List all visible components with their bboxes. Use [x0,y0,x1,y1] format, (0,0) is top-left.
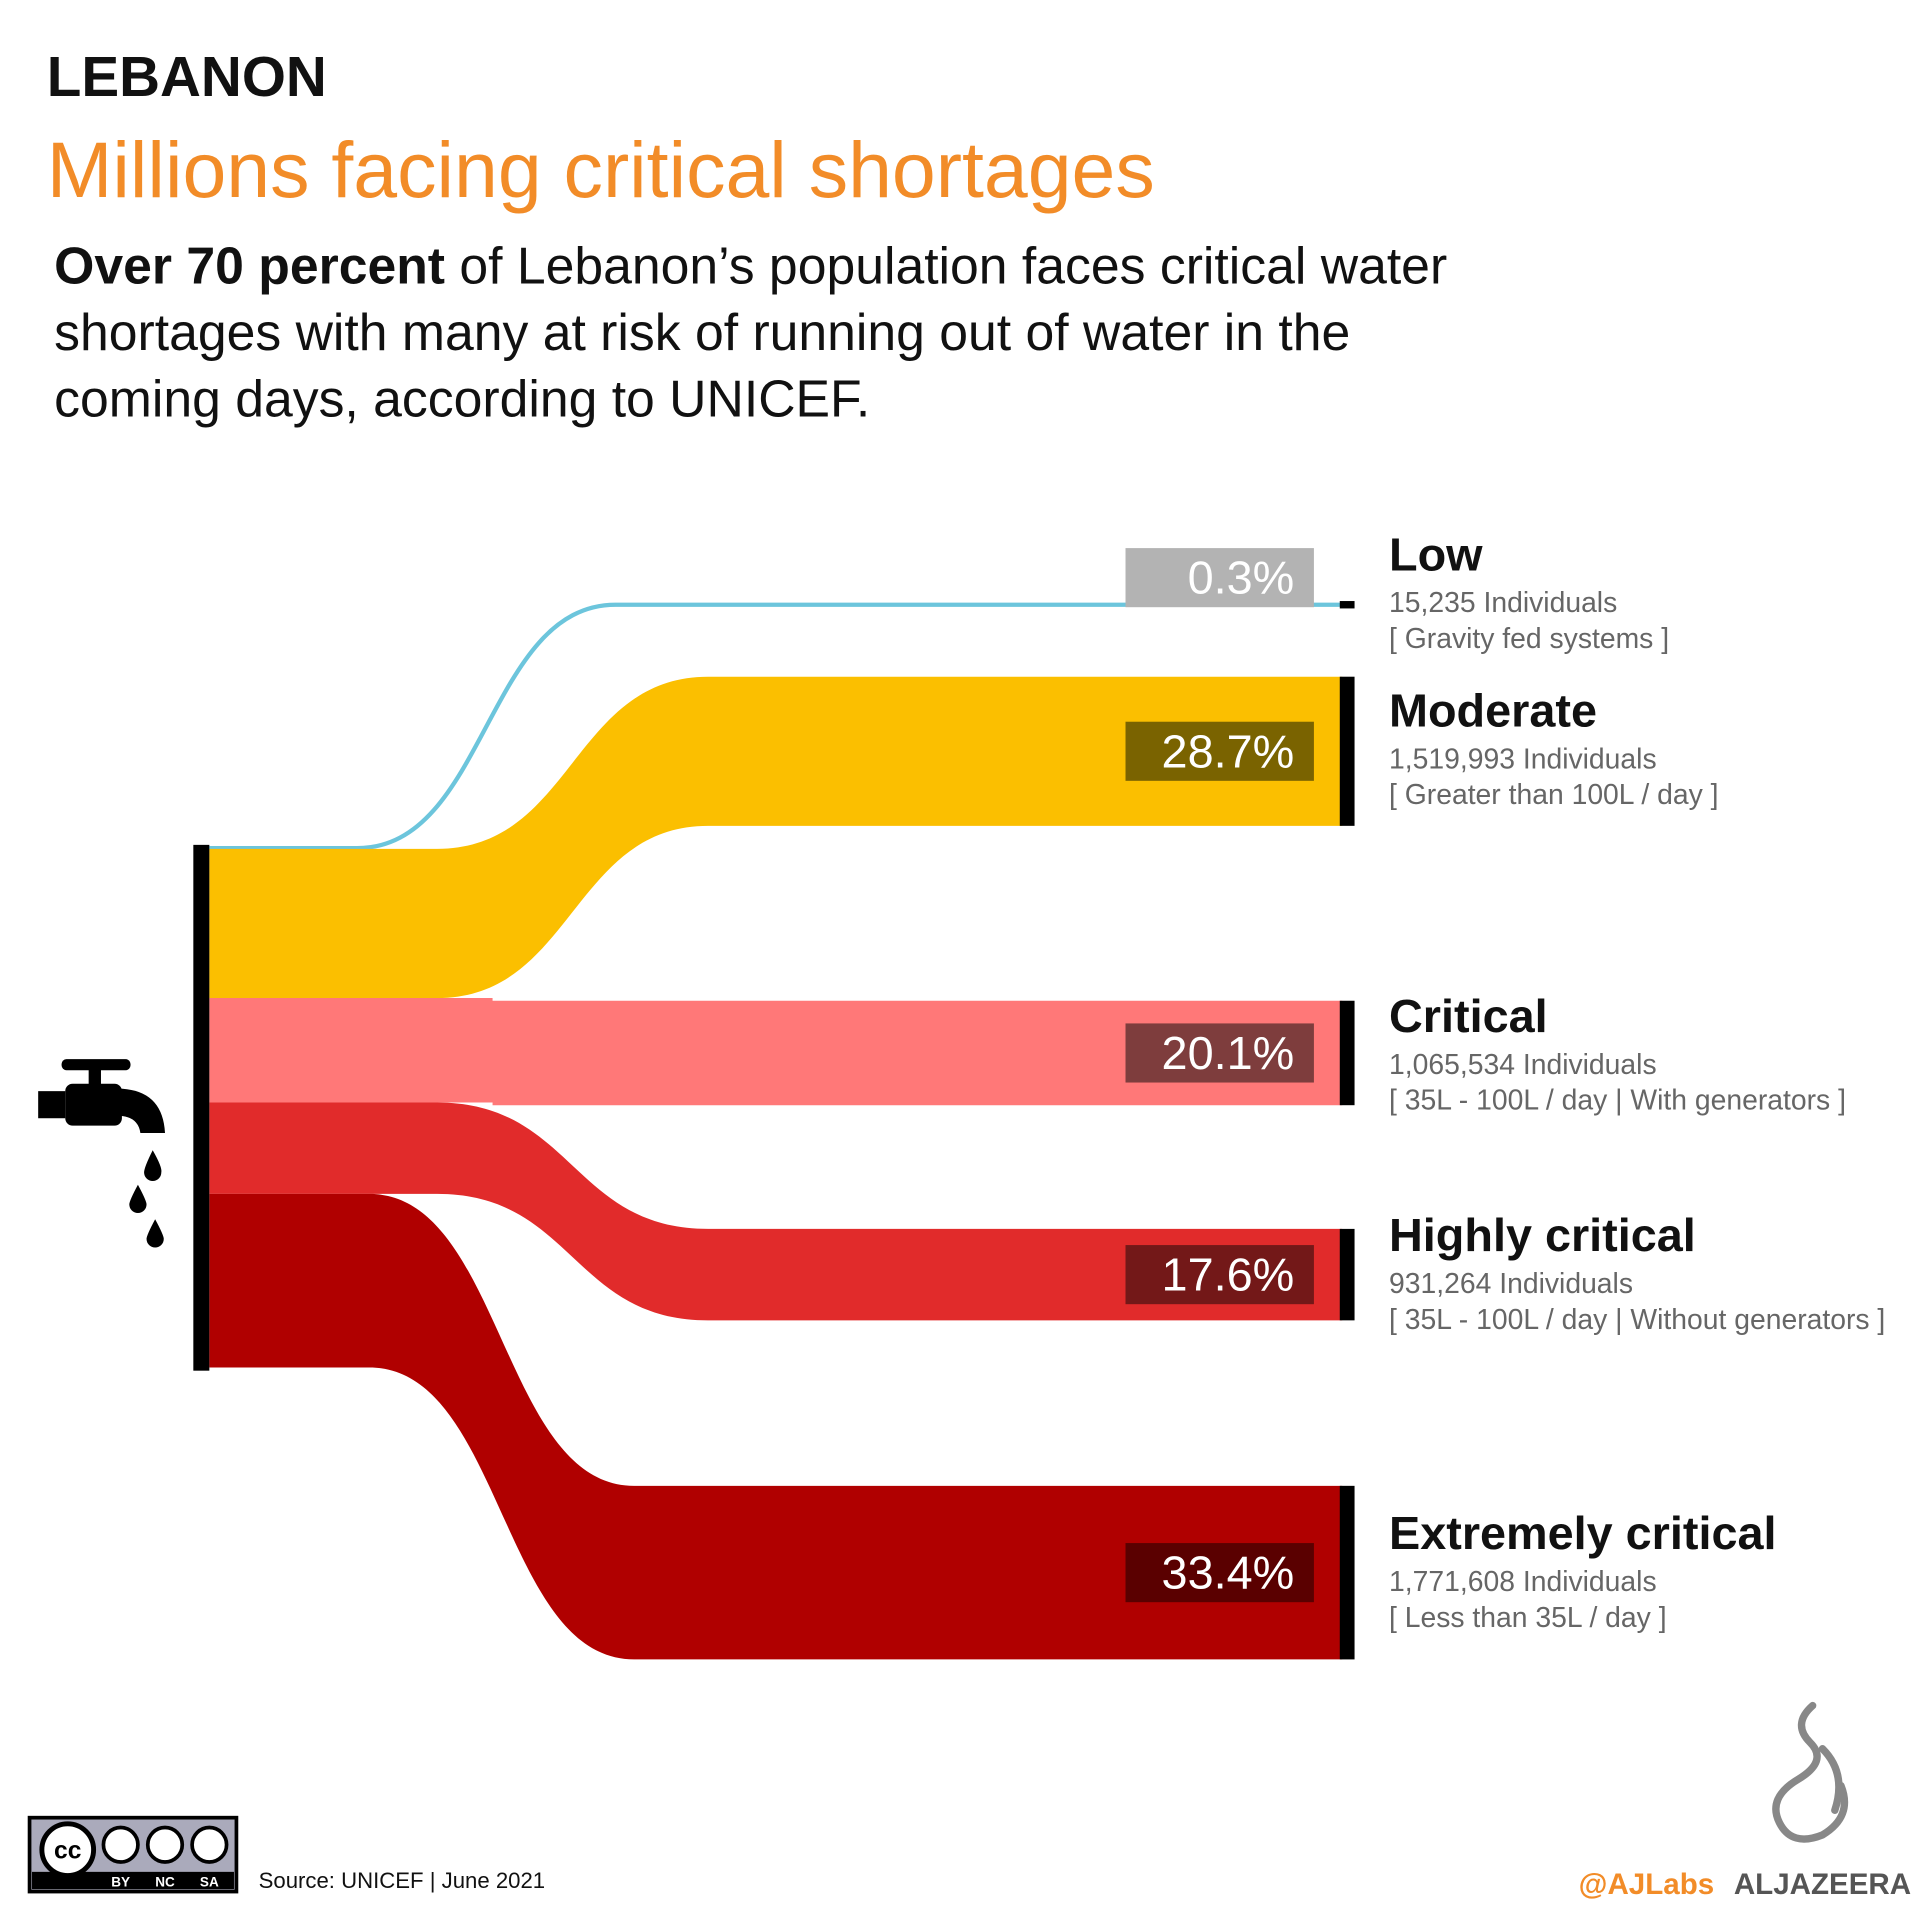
flows [209,602,1343,1660]
category-label: Moderate [1389,685,1597,737]
flow [209,676,1343,999]
license-sa: SA [200,1875,219,1890]
note: [ Greater than 100L / day ] [1389,779,1718,811]
value-label-box [1125,1023,1314,1083]
individuals: 1,065,534 Individuals [1389,1049,1657,1081]
source: Source: UNICEF | June 2021 [259,1868,546,1893]
target-bar [1339,601,1355,609]
individuals: 1,771,608 Individuals [1389,1566,1657,1598]
value-label: 20.1% [1162,1027,1295,1079]
flow [209,1193,1343,1660]
license-cc: cc [54,1837,81,1864]
individuals: 1,519,993 Individuals [1389,744,1657,776]
logo [1772,1701,1849,1843]
individuals: 15,235 Individuals [1389,587,1617,619]
value-label-box [1125,1543,1314,1603]
note: [ Less than 35L / day ] [1389,1602,1667,1634]
kicker: LEBANON [47,46,327,109]
license-nc: NC [155,1875,175,1890]
individuals: 931,264 Individuals [1389,1268,1633,1300]
value-label: 17.6% [1162,1249,1295,1301]
brand: ALJAZEERA [1734,1868,1911,1901]
value-label-box [1125,721,1314,781]
chart-title: Millions facing critical shortages [47,126,1155,214]
target-bar [1339,1228,1355,1321]
subtitle-line: of Lebanon’s population faces critical w… [445,236,1447,294]
subtitle-bold: Over 70 percent [54,236,445,294]
source-bar [193,844,210,1371]
target-bar [1339,1000,1355,1106]
tap-icon [38,1059,166,1248]
note: [ Gravity fed systems ] [1389,623,1669,655]
target-bar [1339,676,1355,826]
value-label-box [1125,1245,1314,1305]
value-label: 0.3% [1188,552,1295,604]
flow [209,998,1343,1106]
flow [209,602,1343,851]
license-by: BY [111,1875,130,1890]
category-label: Highly critical [1389,1209,1696,1261]
note: [ 35L - 100L / day | With generators ] [1389,1085,1846,1117]
target-bar [1339,1485,1355,1660]
category-label: Extremely critical [1389,1507,1776,1559]
subtitle-line: shortages with many at risk of running o… [54,303,1350,361]
note: [ 35L - 100L / day | Without generators … [1389,1304,1885,1336]
flow [209,1102,1343,1321]
category-label: Critical [1389,990,1548,1042]
credit: @AJLabs [1579,1868,1715,1901]
value-label: 28.7% [1162,725,1295,777]
license-badge: cc BY NC SA [27,1815,239,1894]
category-label: Low [1389,528,1483,580]
value-label-box [1125,548,1314,608]
value-label: 33.4% [1162,1547,1295,1599]
subtitle: Over 70 percent of Lebanon’s population … [54,236,1447,294]
subtitle-line: coming days, according to UNICEF. [54,369,870,427]
